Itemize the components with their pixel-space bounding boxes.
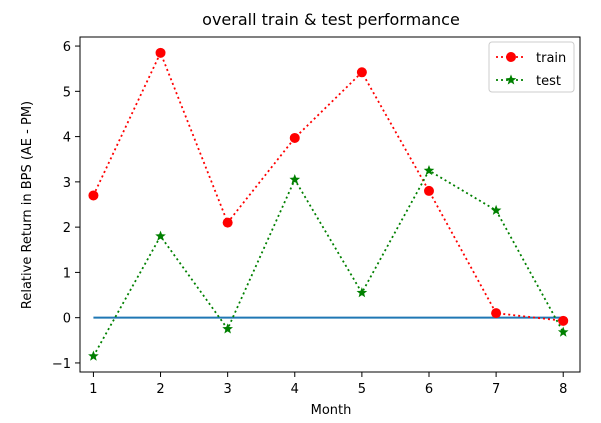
series-test-point bbox=[155, 230, 166, 241]
series-train-point bbox=[222, 217, 233, 228]
series-train-point bbox=[155, 47, 166, 58]
series-train-point bbox=[356, 67, 367, 78]
x-tick-label: 8 bbox=[559, 382, 567, 397]
series-test-point bbox=[289, 174, 301, 185]
series-test-point bbox=[356, 287, 368, 298]
series-test-line bbox=[92, 169, 565, 357]
series-layer bbox=[88, 47, 569, 361]
series-test-point bbox=[222, 323, 233, 334]
legend-train-marker bbox=[506, 52, 516, 62]
chart-title: overall train & test performance bbox=[202, 10, 460, 29]
y-tick-label: 1 bbox=[63, 266, 71, 281]
series-train-point bbox=[491, 308, 502, 319]
legend-train-label: train bbox=[536, 51, 566, 66]
x-tick-label: 6 bbox=[425, 382, 433, 397]
x-tick-label: 1 bbox=[89, 382, 97, 397]
series-train-point bbox=[558, 315, 569, 326]
y-tick-label: 6 bbox=[63, 40, 71, 55]
axes-layer: 1 2 3 4 5 6 7 8 −1 0 1 2 3 4 5 6 bbox=[52, 40, 568, 397]
y-tick-label: 5 bbox=[63, 85, 71, 100]
x-tick-label: 4 bbox=[291, 382, 299, 397]
series-test-point bbox=[423, 164, 435, 176]
legend: train test bbox=[488, 41, 575, 93]
x-tick-label: 5 bbox=[358, 382, 366, 397]
x-tick-label: 7 bbox=[492, 382, 500, 397]
legend-box bbox=[488, 41, 575, 93]
x-axis-label: Month bbox=[311, 403, 352, 418]
y-tick-label: 2 bbox=[63, 221, 71, 236]
legend-test-marker bbox=[505, 74, 517, 85]
y-tick-label: 0 bbox=[63, 312, 71, 327]
y-tick-label: −1 bbox=[52, 357, 71, 372]
x-tick-label: 3 bbox=[224, 382, 232, 397]
series-train-point bbox=[88, 190, 99, 201]
series-train-line bbox=[92, 50, 564, 322]
series-test-point bbox=[557, 326, 569, 337]
y-axis-label: Relative Return in BPS (AE - PM) bbox=[20, 101, 35, 309]
y-tick-label: 4 bbox=[63, 131, 71, 146]
y-tick-label: 3 bbox=[63, 176, 71, 191]
plot-area-frame bbox=[79, 36, 581, 373]
x-tick-label: 2 bbox=[156, 382, 164, 397]
legend-test-label: test bbox=[536, 74, 561, 89]
series-test-point bbox=[490, 204, 502, 215]
series-train-point bbox=[423, 185, 434, 196]
series-test-point bbox=[88, 350, 99, 361]
series-train-point bbox=[289, 132, 300, 143]
